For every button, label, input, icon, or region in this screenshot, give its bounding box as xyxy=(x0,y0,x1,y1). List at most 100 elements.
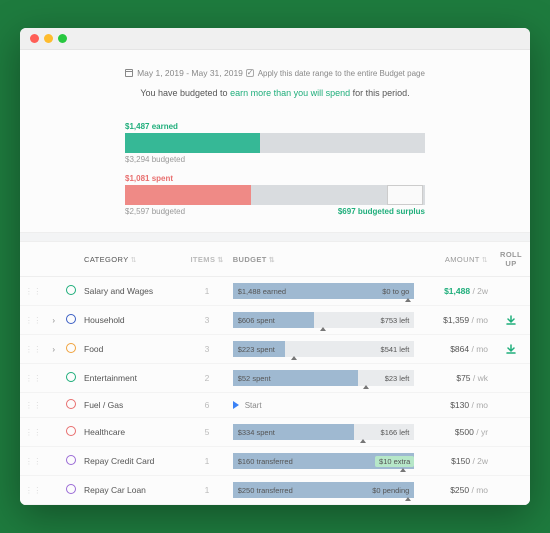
titlebar xyxy=(20,28,530,50)
item-count: 3 xyxy=(185,335,228,364)
item-count: 3 xyxy=(185,306,228,335)
header-amount[interactable]: Amount⇅ xyxy=(418,242,492,277)
table-row[interactable]: ⋮⋮ › Food 3 $223 spent $541 left $864 / … xyxy=(20,335,530,364)
expand-toggle[interactable] xyxy=(46,277,61,306)
category-icon xyxy=(66,484,76,494)
close-icon[interactable] xyxy=(30,34,39,43)
sort-icon: ⇅ xyxy=(482,257,488,264)
budget-left-label: $223 spent xyxy=(233,345,381,354)
category-icon xyxy=(66,399,76,409)
table-row[interactable]: ⋮⋮ Entertainment 2 $52 spent $23 left $7… xyxy=(20,364,530,393)
amount-cell: $864 / mo xyxy=(418,335,492,364)
amount-cell: $1,488 / 2w xyxy=(418,277,492,306)
rollup-down-icon[interactable] xyxy=(504,313,518,327)
apply-date-checkbox-row[interactable]: Apply this date range to the entire Budg… xyxy=(246,69,425,78)
start-budget-button[interactable]: Start xyxy=(233,401,415,410)
budget-tick-icon xyxy=(320,327,326,331)
checkbox-icon xyxy=(246,69,254,77)
spent-bar-track xyxy=(125,185,425,205)
table-row[interactable]: ⋮⋮ Repay Car Loan 1 $250 transferred $0 … xyxy=(20,476,530,505)
budget-right-label: $0 pending xyxy=(372,486,414,495)
item-count: 2 xyxy=(185,364,228,393)
minimize-icon[interactable] xyxy=(44,34,53,43)
earned-bar-track xyxy=(125,133,425,153)
budget-progress-bar: $334 spent $166 left xyxy=(233,424,415,440)
drag-handle-icon[interactable]: ⋮⋮ xyxy=(20,277,46,306)
category-name: Household xyxy=(80,306,185,335)
app-window: May 1, 2019 - May 31, 2019 Apply this da… xyxy=(20,28,530,506)
budget-progress-bar: $160 transferred $10 extra xyxy=(233,453,415,469)
amount-cell: $150 / 2w xyxy=(418,447,492,476)
budget-header: May 1, 2019 - May 31, 2019 Apply this da… xyxy=(20,50,530,109)
table-row[interactable]: ⋮⋮ Salary and Wages 1 $1,488 earned $0 t… xyxy=(20,277,530,306)
maximize-icon[interactable] xyxy=(58,34,67,43)
earned-bar-fill xyxy=(125,133,260,153)
drag-handle-icon[interactable]: ⋮⋮ xyxy=(20,335,46,364)
spent-bottom-label: $2,597 budgeted $697 budgeted surplus xyxy=(125,207,425,216)
calendar-icon xyxy=(125,69,133,77)
budget-left-label: $250 transferred xyxy=(233,486,372,495)
budget-progress-bar: $606 spent $753 left xyxy=(233,312,415,328)
budget-tick-icon xyxy=(360,439,366,443)
surplus-label: $697 budgeted surplus xyxy=(338,207,425,216)
sort-icon: ⇅ xyxy=(269,257,275,264)
date-range-picker[interactable]: May 1, 2019 - May 31, 2019 xyxy=(125,68,243,78)
budget-tick-icon xyxy=(400,468,406,472)
chevron-right-icon: › xyxy=(52,345,55,354)
spent-bar-fill xyxy=(125,185,251,205)
expand-toggle[interactable] xyxy=(46,393,61,418)
budget-right-label: $23 left xyxy=(385,374,415,383)
drag-handle-icon[interactable]: ⋮⋮ xyxy=(20,364,46,393)
section-divider xyxy=(20,232,530,242)
category-name: Healthcare xyxy=(80,418,185,447)
header-budget[interactable]: Budget⇅ xyxy=(229,242,419,277)
date-range-text: May 1, 2019 - May 31, 2019 xyxy=(137,68,243,78)
expand-toggle[interactable] xyxy=(46,476,61,505)
table-row[interactable]: ⋮⋮ Fuel / Gas 6 Start $130 / mo xyxy=(20,393,530,418)
earned-bottom-label: $3,294 budgeted xyxy=(125,155,425,164)
chevron-right-icon: › xyxy=(52,316,55,325)
budget-tick-icon xyxy=(405,298,411,302)
item-count: 1 xyxy=(185,476,228,505)
category-icon xyxy=(66,285,76,295)
drag-handle-icon[interactable]: ⋮⋮ xyxy=(20,418,46,447)
apply-date-label: Apply this date range to the entire Budg… xyxy=(258,69,425,78)
expand-toggle[interactable]: › xyxy=(46,335,61,364)
item-count: 1 xyxy=(185,277,228,306)
drag-handle-icon[interactable]: ⋮⋮ xyxy=(20,393,46,418)
category-name: Fuel / Gas xyxy=(80,393,185,418)
spent-top-label: $1,081 spent xyxy=(125,174,425,183)
expand-toggle[interactable]: › xyxy=(46,306,61,335)
drag-handle-icon[interactable]: ⋮⋮ xyxy=(20,447,46,476)
expand-toggle[interactable] xyxy=(46,364,61,393)
header-items[interactable]: Items⇅ xyxy=(185,242,228,277)
table-row[interactable]: ⋮⋮ › Household 3 $606 spent $753 left $1… xyxy=(20,306,530,335)
budget-left-label: $52 spent xyxy=(233,374,385,383)
budget-tick-icon xyxy=(405,497,411,501)
table-row[interactable]: ⋮⋮ Repay Credit Card 1 $160 transferred … xyxy=(20,447,530,476)
budget-summary-sentence: You have budgeted to earn more than you … xyxy=(30,88,520,98)
drag-handle-icon[interactable]: ⋮⋮ xyxy=(20,306,46,335)
item-count: 1 xyxy=(185,447,228,476)
summary-highlight: earn more than you will spend xyxy=(230,88,350,98)
drag-handle-icon[interactable]: ⋮⋮ xyxy=(20,476,46,505)
spent-bar-marker xyxy=(387,185,423,205)
category-icon xyxy=(66,343,76,353)
table-row[interactable]: ⋮⋮ Healthcare 5 $334 spent $166 left $50… xyxy=(20,418,530,447)
budget-progress-bar: $223 spent $541 left xyxy=(233,341,415,357)
budget-left-label: $334 spent xyxy=(233,428,381,437)
category-icon xyxy=(66,426,76,436)
budget-tick-icon xyxy=(363,385,369,389)
summary-bars: $1,487 earned $3,294 budgeted $1,081 spe… xyxy=(125,122,425,216)
category-icon xyxy=(66,314,76,324)
spent-bar-group: $1,081 spent $2,597 budgeted $697 budget… xyxy=(125,174,425,216)
category-name: Repay Car Loan xyxy=(80,476,185,505)
header-category[interactable]: Category⇅ xyxy=(80,242,185,277)
budget-progress-bar: $250 transferred $0 pending xyxy=(233,482,415,498)
expand-toggle[interactable] xyxy=(46,418,61,447)
expand-toggle[interactable] xyxy=(46,447,61,476)
budget-right-label: $541 left xyxy=(381,345,415,354)
category-icon xyxy=(66,372,76,382)
rollup-down-icon[interactable] xyxy=(504,342,518,356)
budget-right-label: $166 left xyxy=(381,428,415,437)
